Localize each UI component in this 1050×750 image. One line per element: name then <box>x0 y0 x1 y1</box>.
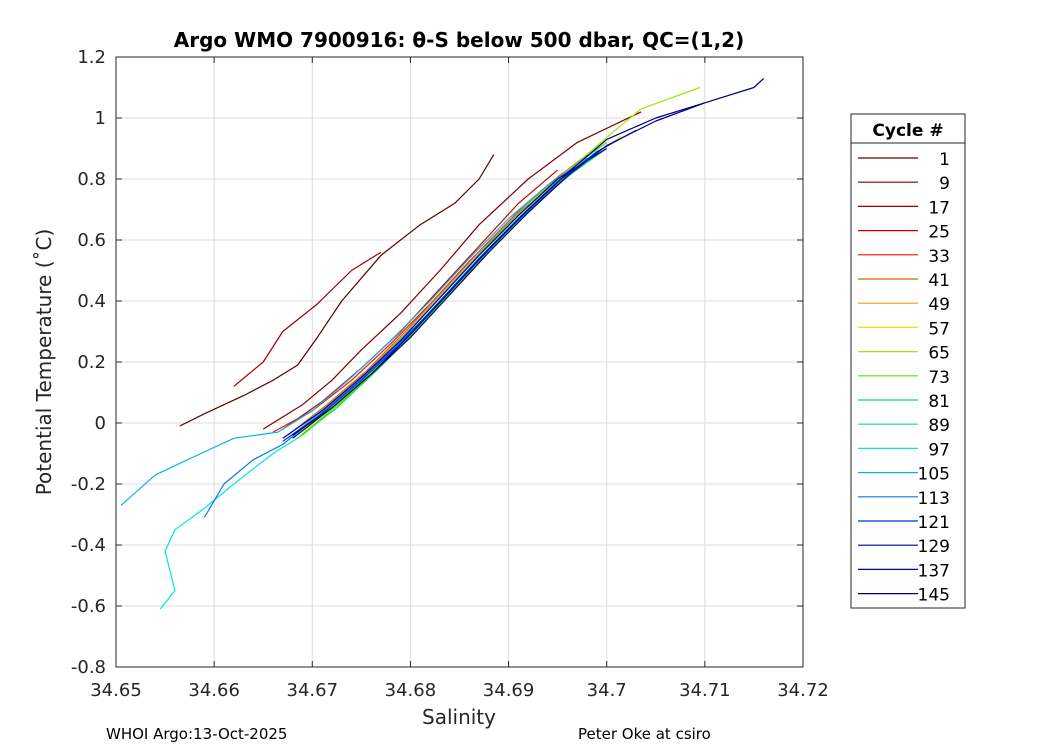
legend-title: Cycle # <box>872 121 943 141</box>
footer-source: WHOI Argo:13-Oct-2025 <box>106 725 288 743</box>
y-tick-label: 1.2 <box>77 47 106 68</box>
y-tick-label: -0.8 <box>71 657 106 678</box>
x-tick-label: 34.67 <box>287 680 339 701</box>
legend-label-cycle-65: 65 <box>928 344 950 364</box>
x-tick-label: 34.66 <box>188 680 240 701</box>
y-axis: -0.8 -0.6 -0.4 -0.2 0 0.2 0.4 0.6 0.8 1 1.2 <box>71 47 803 678</box>
series-line-cycle-137 <box>282 147 608 439</box>
legend-label-cycle-9: 9 <box>939 174 950 194</box>
legend-label-cycle-81: 81 <box>928 392 950 412</box>
legend-label-cycle-57: 57 <box>928 319 950 339</box>
x-tick-label: 34.72 <box>777 680 829 701</box>
legend-label-cycle-97: 97 <box>928 440 950 460</box>
chart-title: Argo WMO 7900916: θ-S below 500 dbar, QC… <box>174 28 744 52</box>
y-tick-label: 0.6 <box>77 230 106 251</box>
y-tick-label: 0.4 <box>77 291 106 312</box>
legend-label-cycle-25: 25 <box>928 223 950 243</box>
legend-label-cycle-145: 145 <box>918 586 950 606</box>
series-line-cycle-113 <box>203 160 588 518</box>
y-tick-label: -0.2 <box>71 474 106 495</box>
x-tick-label: 34.7 <box>587 680 627 701</box>
legend-label-cycle-89: 89 <box>928 416 950 436</box>
legend-label-cycle-113: 113 <box>918 489 950 509</box>
x-axis-label: Salinity <box>422 705 496 729</box>
x-tick-label: 34.65 <box>90 680 142 701</box>
y-tick-label: 1 <box>95 108 106 129</box>
series-line-cycle-17 <box>233 251 382 387</box>
legend: Cycle # 1 9 17 25 33 41 49 57 65 73 81 89 97 105 113 12… <box>850 113 966 609</box>
series-line-cycle-9 <box>262 111 642 430</box>
series-line-cycle-1 <box>179 154 495 427</box>
legend-label-cycle-1: 1 <box>939 150 950 170</box>
legend-label-cycle-73: 73 <box>928 368 950 388</box>
series-line-cycle-145 <box>292 77 765 439</box>
legend-label-cycle-137: 137 <box>918 561 950 581</box>
series-line-cycle-105 <box>120 157 588 506</box>
y-tick-label: -0.6 <box>71 596 106 617</box>
y-axis-label: Potential Temperature (˚C) <box>32 229 56 496</box>
legend-items: 1 9 17 25 33 41 49 57 65 73 81 89 97 105 113 121 129 137 1… <box>858 150 950 606</box>
x-tick-label: 34.69 <box>483 680 535 701</box>
y-tick-label: 0.2 <box>77 352 106 373</box>
legend-label-cycle-121: 121 <box>918 513 950 533</box>
legend-label-cycle-17: 17 <box>928 198 950 218</box>
series-line-cycle-41 <box>287 172 563 436</box>
legend-label-cycle-105: 105 <box>918 465 950 485</box>
x-tick-label: 34.71 <box>679 680 731 701</box>
series-line-cycle-97 <box>159 437 298 610</box>
x-axis: 34.65 34.66 34.67 34.68 34.69 34.7 34.71 34.72 <box>90 57 829 701</box>
legend-label-cycle-41: 41 <box>928 271 950 291</box>
legend-label-cycle-129: 129 <box>918 537 950 557</box>
series-layer <box>120 77 765 610</box>
y-tick-label: 0.8 <box>77 169 106 190</box>
legend-label-cycle-33: 33 <box>928 247 950 267</box>
y-tick-label: 0 <box>95 413 106 434</box>
x-tick-label: 34.68 <box>385 680 437 701</box>
legend-label-cycle-49: 49 <box>928 295 950 315</box>
legend-box <box>850 113 966 609</box>
y-tick-label: -0.4 <box>71 535 106 556</box>
footer-author: Peter Oke at csiro <box>578 725 711 743</box>
